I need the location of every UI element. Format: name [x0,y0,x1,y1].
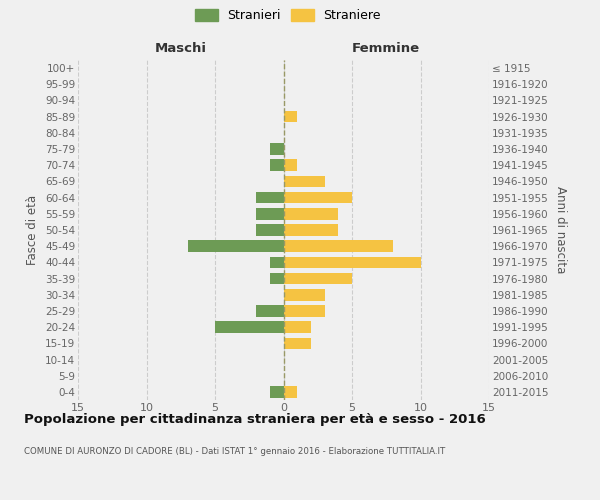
Bar [215,322,284,333]
Bar [284,256,421,268]
Y-axis label: Fasce di età: Fasce di età [26,195,40,265]
Bar [284,192,352,203]
Bar [284,111,297,122]
Bar [256,305,284,317]
Bar [270,160,284,171]
Bar [284,240,393,252]
Bar [284,224,338,236]
Bar [284,305,325,317]
Bar [284,386,297,398]
Bar [256,208,284,220]
Legend: Stranieri, Straniere: Stranieri, Straniere [193,6,383,25]
Bar [270,386,284,398]
Bar [256,192,284,203]
Text: Popolazione per cittadinanza straniera per età e sesso - 2016: Popolazione per cittadinanza straniera p… [24,412,486,426]
Bar [284,322,311,333]
Text: Femmine: Femmine [352,42,421,55]
Bar [284,272,352,284]
Bar [188,240,284,252]
Y-axis label: Anni di nascita: Anni di nascita [554,186,567,274]
Text: COMUNE DI AURONZO DI CADORE (BL) - Dati ISTAT 1° gennaio 2016 - Elaborazione TUT: COMUNE DI AURONZO DI CADORE (BL) - Dati … [24,448,445,456]
Bar [270,143,284,155]
Bar [270,272,284,284]
Bar [270,256,284,268]
Bar [284,160,297,171]
Bar [256,224,284,236]
Bar [284,289,325,300]
Bar [284,338,311,349]
Text: Maschi: Maschi [155,42,207,55]
Bar [284,176,325,188]
Bar [284,208,338,220]
